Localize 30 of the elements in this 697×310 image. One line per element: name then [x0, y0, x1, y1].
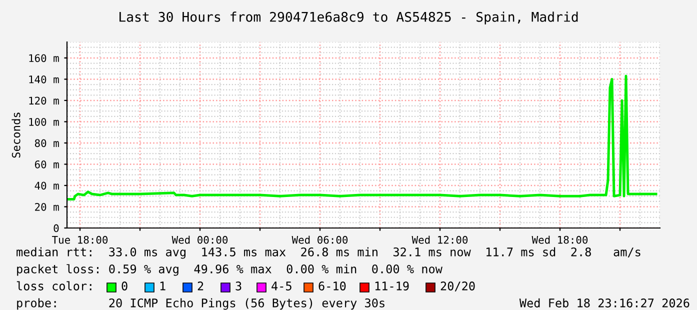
- y-tick-label: 20 m: [35, 202, 59, 211]
- x-tick-label: Wed 18:00: [532, 236, 588, 244]
- y-tick-label: 40 m: [34, 182, 59, 190]
- x-tick-label: Wed 00:00: [172, 236, 228, 244]
- text: 4-5: [272, 282, 292, 290]
- text: 6-10: [318, 282, 346, 290]
- text: 2: [198, 282, 204, 290]
- chart-title: Last 30 Hours from 290471e6a8c9 to AS54825 - Spain, Madrid: [120, 12, 578, 24]
- y-tick-label: 0: [54, 224, 59, 232]
- y-tick-label: 60 m: [34, 160, 59, 168]
- text: packet loss: 0.59 % avg 49.96 % max 0.00 % min 0.00 % now: [17, 264, 442, 276]
- text: 3: [236, 282, 242, 290]
- text: 0: [122, 282, 128, 290]
- y-tick-label: 160 m: [29, 54, 59, 62]
- text: median rtt: 33.0 ms avg 143.5 ms max 26.8 ms min 32.1 ms now 11.7 ms sd 2.8 am/s: [16, 247, 640, 259]
- text: 11-19: [375, 282, 409, 290]
- y-axis-title: Seconds: [12, 112, 20, 158]
- text: Wed Feb 18 23:16:27 2026: [519, 298, 690, 308]
- text: 20/20: [440, 282, 475, 292]
- y-tick-label: 120 m: [29, 96, 59, 105]
- text: probe: 20 ICMP Echo Pings (56 Bytes) every 30s: [17, 298, 384, 310]
- y-tick-label: 100 m: [29, 118, 59, 126]
- text: 1: [160, 282, 166, 290]
- text: loss color:: [16, 281, 92, 290]
- y-tick-label: 80 m: [34, 139, 59, 148]
- x-tick-label: Tue 18:00: [52, 236, 108, 244]
- x-tick-label: Wed 12:00: [412, 236, 468, 244]
- x-tick-label: Wed 06:00: [292, 236, 348, 244]
- line-series: [67, 74, 658, 201]
- y-tick-label: 140 m: [29, 75, 59, 84]
